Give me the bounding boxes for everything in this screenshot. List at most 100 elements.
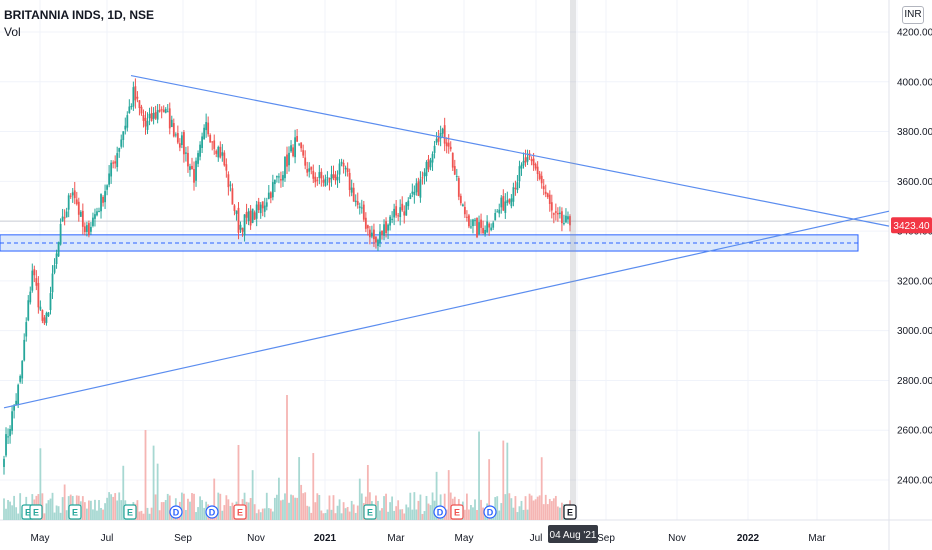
trendline (130, 74, 890, 227)
volume-bar (59, 512, 62, 520)
time-tick-label: Sep (597, 533, 615, 544)
volume-bar (275, 494, 278, 520)
candle-body (189, 166, 191, 171)
crosshair-band (570, 0, 576, 520)
candle-body (11, 411, 13, 431)
candle-body (407, 200, 410, 207)
candle-body (292, 147, 294, 157)
candle-body (102, 196, 104, 203)
candle-body (205, 122, 208, 131)
time-tick-label: Jul (101, 533, 114, 544)
candle-body (298, 143, 301, 145)
volume-bar (138, 511, 141, 520)
volume-bar (318, 494, 321, 520)
dividend-icon (433, 505, 447, 519)
candle-body (193, 168, 195, 183)
candle-body (126, 115, 129, 128)
time-axis[interactable]: May Jul Sep Nov 2021 Mar May Jul Sep Nov 2022 Mar (31, 533, 827, 544)
candle-body (385, 221, 387, 234)
volume-bar (39, 448, 42, 520)
volume-bar (308, 506, 311, 520)
candle-body (492, 222, 495, 228)
candle-body (53, 265, 56, 273)
volume-bar (427, 503, 430, 520)
candle-body (554, 211, 557, 213)
candle-body (457, 178, 460, 197)
volume-bar (550, 501, 553, 520)
volume-bar (282, 499, 284, 520)
volume-bar (399, 509, 402, 520)
candle-body (227, 174, 230, 188)
volume-bar (3, 498, 5, 520)
candle-body (534, 164, 537, 169)
volume-bar (156, 463, 159, 520)
candle-body (211, 141, 214, 143)
candle-body (288, 152, 290, 166)
crosshair-date-badge (548, 525, 598, 543)
candle-body (494, 213, 497, 221)
candle-body (257, 201, 260, 211)
candle-body (546, 193, 549, 198)
candle-body (356, 201, 359, 205)
currency-badge[interactable]: INR (902, 6, 924, 24)
candle-body (504, 201, 507, 213)
candle-body (338, 163, 341, 175)
candle-body (300, 142, 303, 149)
volume-bar (249, 498, 252, 520)
candle-body (217, 146, 220, 158)
volume-bar (554, 495, 557, 520)
candle-body (310, 166, 313, 170)
volume-bar (514, 496, 517, 520)
candle-body (453, 166, 456, 175)
candle-body (7, 436, 9, 438)
price-axis[interactable]: 2400.002600.002800.003000.003200.003400.… (897, 28, 932, 487)
candle-body (486, 221, 489, 233)
volume-bar (201, 500, 203, 520)
candle-body (468, 215, 470, 227)
event-label: D (437, 508, 444, 518)
event-marker-earnings: E (450, 504, 464, 520)
candle-body (209, 135, 212, 143)
volume-bar (463, 509, 466, 520)
volume-bar (13, 495, 16, 520)
volume-bar (350, 500, 353, 520)
candle-body (69, 195, 72, 197)
candle-body (459, 195, 462, 204)
crosshair-date-text: 04 Aug '21 (550, 530, 597, 541)
price-tick-label: 2600.00 (897, 426, 932, 437)
candle-body (526, 156, 529, 162)
candle-body (381, 230, 383, 235)
volume-bar (346, 506, 349, 520)
trendlines[interactable] (3, 74, 890, 409)
candle-body (510, 198, 513, 207)
event-label: E (237, 508, 243, 518)
candle-body (35, 278, 38, 286)
candle-body (122, 131, 125, 140)
candle-body (251, 208, 254, 223)
candle-body (368, 229, 371, 238)
candle-body (443, 125, 446, 144)
candle-body (199, 144, 201, 157)
volume-bar (534, 499, 537, 520)
event-label: E (33, 508, 39, 518)
candle-body (280, 179, 282, 181)
candle-body (514, 187, 517, 189)
volume-bar (520, 500, 523, 520)
candle-body (538, 173, 541, 179)
event-marker-dividend: D (433, 505, 447, 519)
volume-bar (431, 492, 434, 520)
time-tick-label: May (31, 533, 50, 544)
candle-body (417, 181, 420, 196)
dividend-icon (205, 505, 219, 519)
candle-body (451, 152, 454, 168)
candle-body (516, 182, 519, 191)
candle-body (275, 176, 278, 178)
volume-bar (45, 503, 48, 520)
candle-body (261, 201, 264, 209)
candle-body (423, 172, 426, 177)
candle-body (219, 146, 222, 158)
volume-bar (261, 508, 264, 520)
volume-bar (223, 505, 226, 520)
symbol-title[interactable]: BRITANNIA INDS, 1D, NSE (4, 8, 155, 22)
